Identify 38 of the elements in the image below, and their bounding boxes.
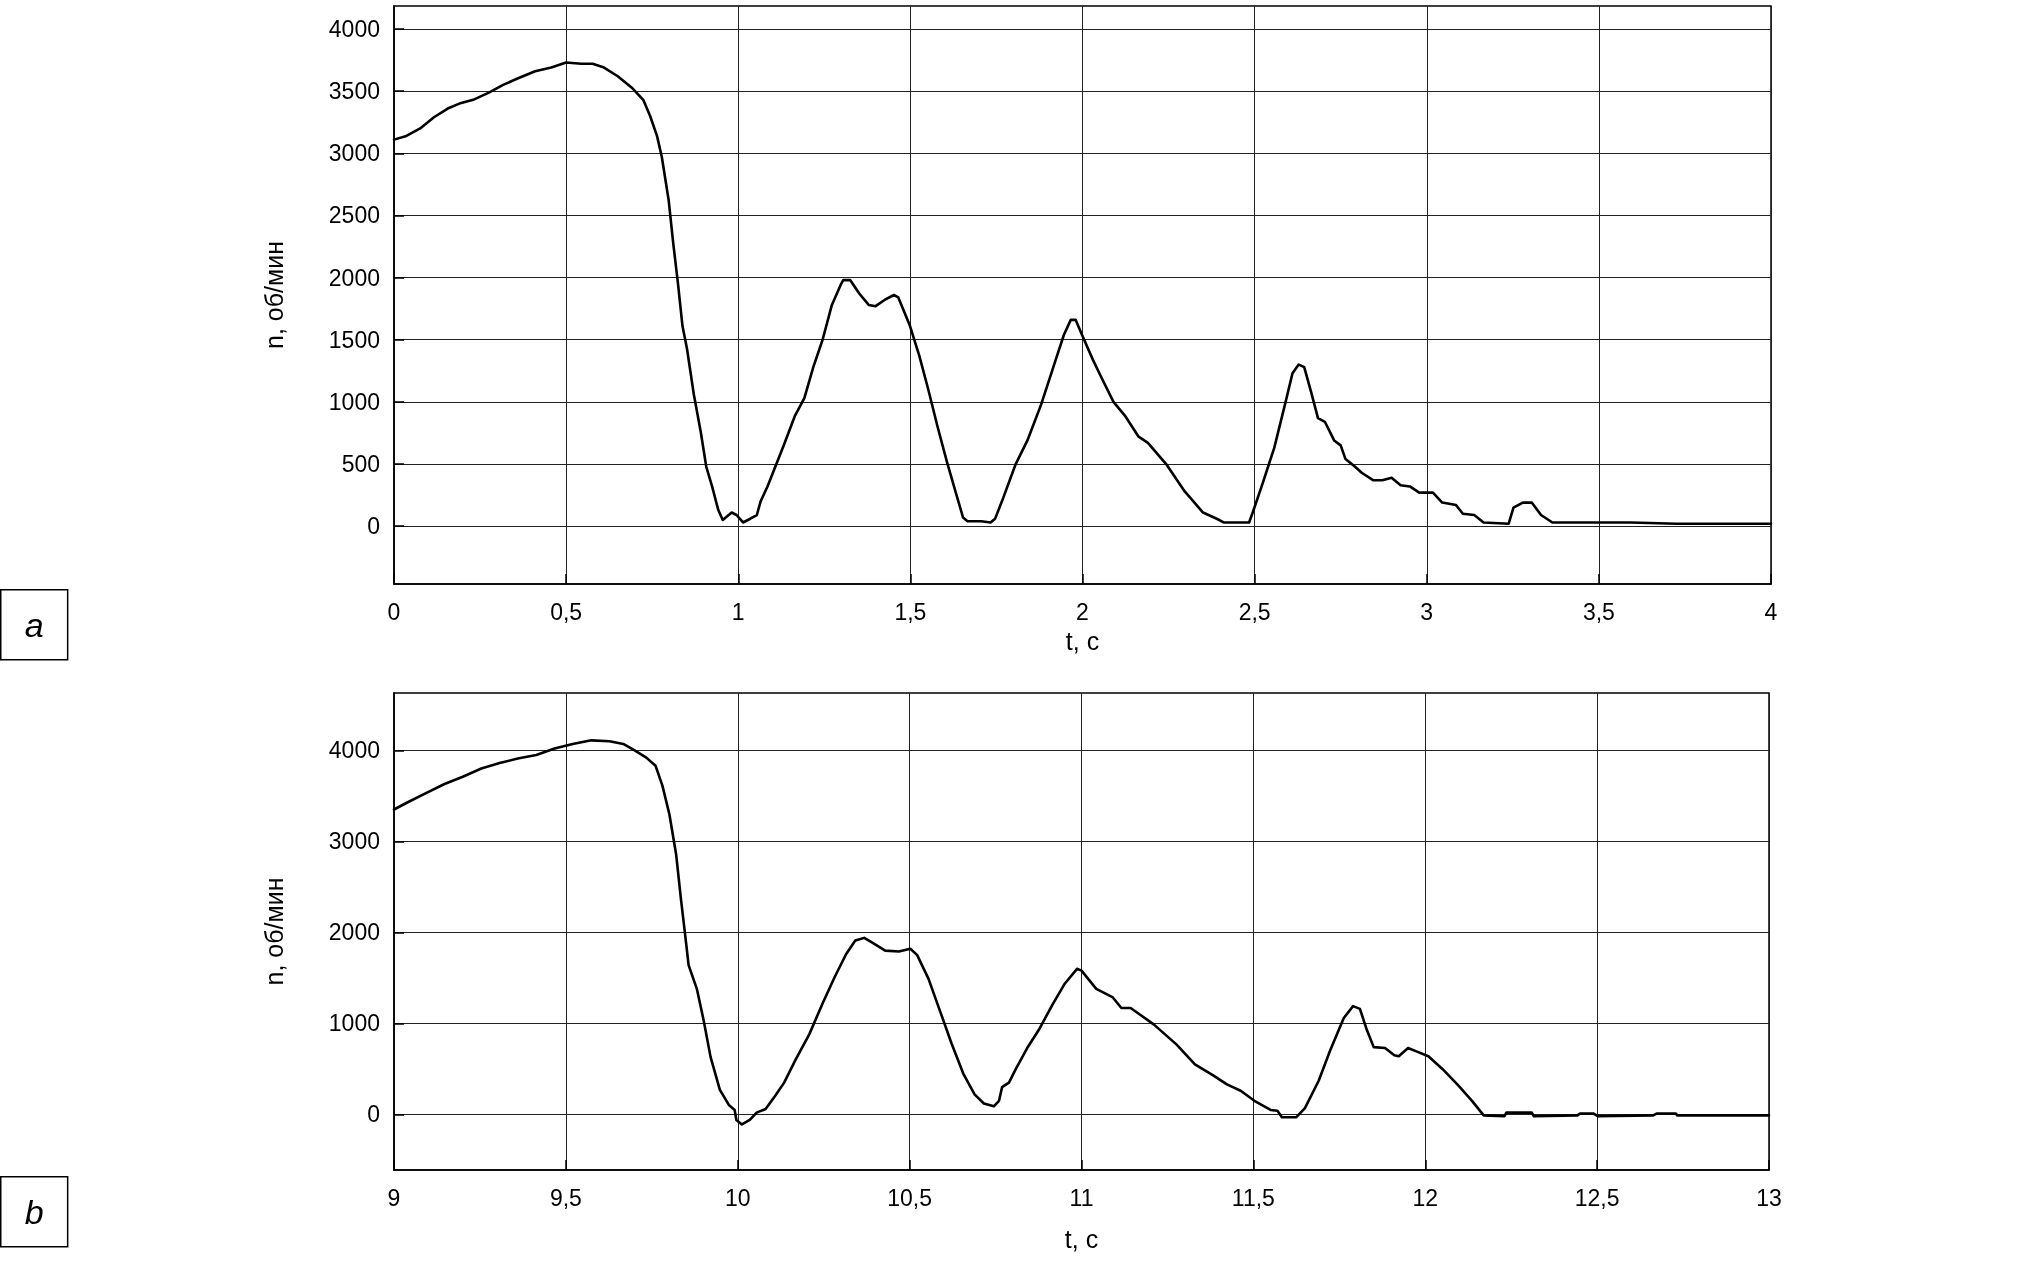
- y-tick-label: 2000: [328, 264, 380, 291]
- x-tick-label: 0,5: [550, 598, 583, 625]
- x-tick-label: 3: [1420, 598, 1434, 625]
- y-tick-label: 1000: [328, 388, 380, 415]
- x-tick-label: 3,5: [1582, 598, 1615, 625]
- x-tick-label: 9,5: [549, 1184, 582, 1211]
- y-tick-label: 3000: [328, 828, 380, 855]
- y-axis-title: n, об/мин: [259, 877, 288, 986]
- x-tick-label: 10: [724, 1184, 751, 1211]
- y-tick-label: 2000: [328, 919, 380, 946]
- x-axis-title: t, с: [1065, 626, 1100, 655]
- x-tick-label: 1,5: [894, 598, 927, 625]
- y-tick-label: 1500: [328, 326, 380, 353]
- x-tick-label: 12,5: [1574, 1184, 1620, 1211]
- x-tick-label: 2: [1076, 598, 1089, 625]
- y-axis-title: n, об/мин: [259, 241, 288, 349]
- x-tick-label: 9: [387, 1184, 401, 1211]
- y-tick-label: 3000: [328, 140, 380, 167]
- y-tick-label: 500: [341, 451, 380, 478]
- x-tick-label: 2,5: [1238, 598, 1271, 625]
- x-tick-label: 10,5: [887, 1184, 933, 1211]
- x-tick-label: 1: [731, 598, 745, 625]
- y-tick-label: 0: [367, 513, 380, 540]
- x-tick-label: 11: [1069, 1184, 1094, 1211]
- x-axis-title: t, с: [1064, 1224, 1099, 1253]
- x-tick-label: 4: [1764, 598, 1778, 625]
- text: a: [24, 605, 44, 644]
- y-tick-label: 4000: [328, 16, 380, 42]
- y-tick-label: 2500: [328, 202, 380, 229]
- x-tick-label: 13: [1756, 1184, 1782, 1211]
- y-tick-label: 3500: [328, 78, 380, 105]
- text: b: [24, 1192, 44, 1231]
- y-tick-label: 0: [367, 1101, 380, 1128]
- y-tick-label: 1000: [328, 1010, 380, 1037]
- y-tick-label: 4000: [328, 737, 380, 764]
- x-tick-label: 12: [1412, 1184, 1439, 1211]
- x-tick-label: 0: [387, 598, 401, 625]
- x-tick-label: 11,5: [1231, 1184, 1275, 1211]
